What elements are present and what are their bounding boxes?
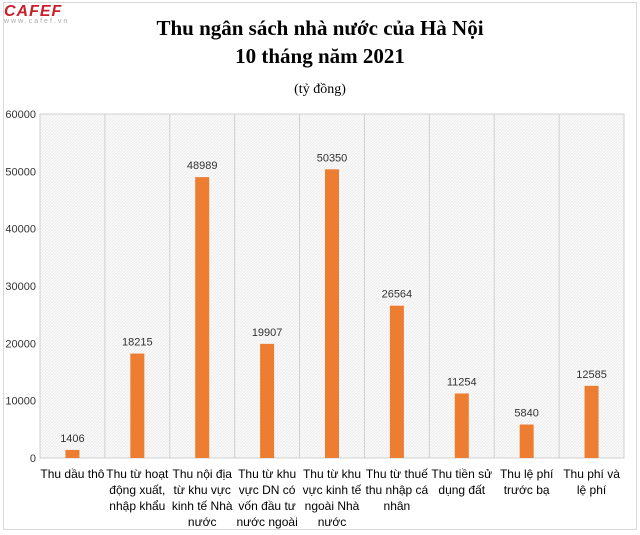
data-label: 11254: [447, 376, 477, 388]
y-tick-label: 0: [30, 453, 36, 465]
bar: [325, 169, 339, 458]
chart-subtitle: (tỷ đồng): [294, 82, 346, 97]
bar: [65, 449, 80, 458]
y-tick-label: 50000: [5, 166, 36, 178]
x-category-label: Thu nội địa từ khu vực kinh tế Nhà nước: [171, 467, 233, 529]
data-label: 48989: [187, 160, 218, 172]
title-line-1: Thu ngân sách nhà nước của Hà Nội: [156, 16, 484, 40]
data-label: 26564: [382, 289, 413, 301]
y-tick-label: 40000: [5, 224, 36, 236]
x-category-label: Thu từ khu vực DN có vốn đầu tư nước ngo…: [236, 467, 298, 529]
x-category-label: Thu từ thuế thu nhập cá nhân: [365, 467, 429, 513]
data-label: 19907: [252, 327, 283, 339]
bar: [519, 424, 534, 458]
data-label: 1406: [60, 433, 84, 445]
bar: [389, 305, 404, 458]
x-category-label: Thu lệ phí trước bạ: [499, 467, 554, 497]
bar: [130, 353, 145, 458]
data-label: 5840: [514, 408, 538, 420]
y-tick-label: 60000: [5, 109, 36, 121]
bar: [195, 177, 210, 458]
data-label: 18215: [122, 337, 153, 349]
chart-title: Thu ngân sách nhà nước của Hà Nội 10 thá…: [0, 14, 640, 70]
data-label: 50350: [317, 152, 348, 164]
x-category-label: Thu phí và lệ phí: [563, 467, 620, 497]
bar: [260, 343, 275, 458]
y-tick-label: 10000: [5, 396, 36, 408]
bar: [454, 393, 469, 458]
x-category-label: Thu dầu thô: [40, 467, 105, 481]
y-tick-label: 30000: [5, 281, 36, 293]
x-category-label: Thu từ hoạt động xuất, nhập khẩu: [106, 467, 169, 513]
data-label: 12585: [576, 369, 607, 381]
bar: [584, 385, 599, 458]
cafef-logo: CAFEF www.cafef.vn: [4, 3, 70, 25]
chart-frame: [3, 2, 637, 530]
title-line-2: 10 tháng năm 2021: [235, 44, 405, 68]
x-category-label: Thu từ khu vực kinh tế ngoài Nhà nước: [302, 467, 362, 529]
x-category-label: Thu tiền sử dụng đất: [431, 467, 493, 497]
y-tick-label: 20000: [5, 338, 36, 350]
